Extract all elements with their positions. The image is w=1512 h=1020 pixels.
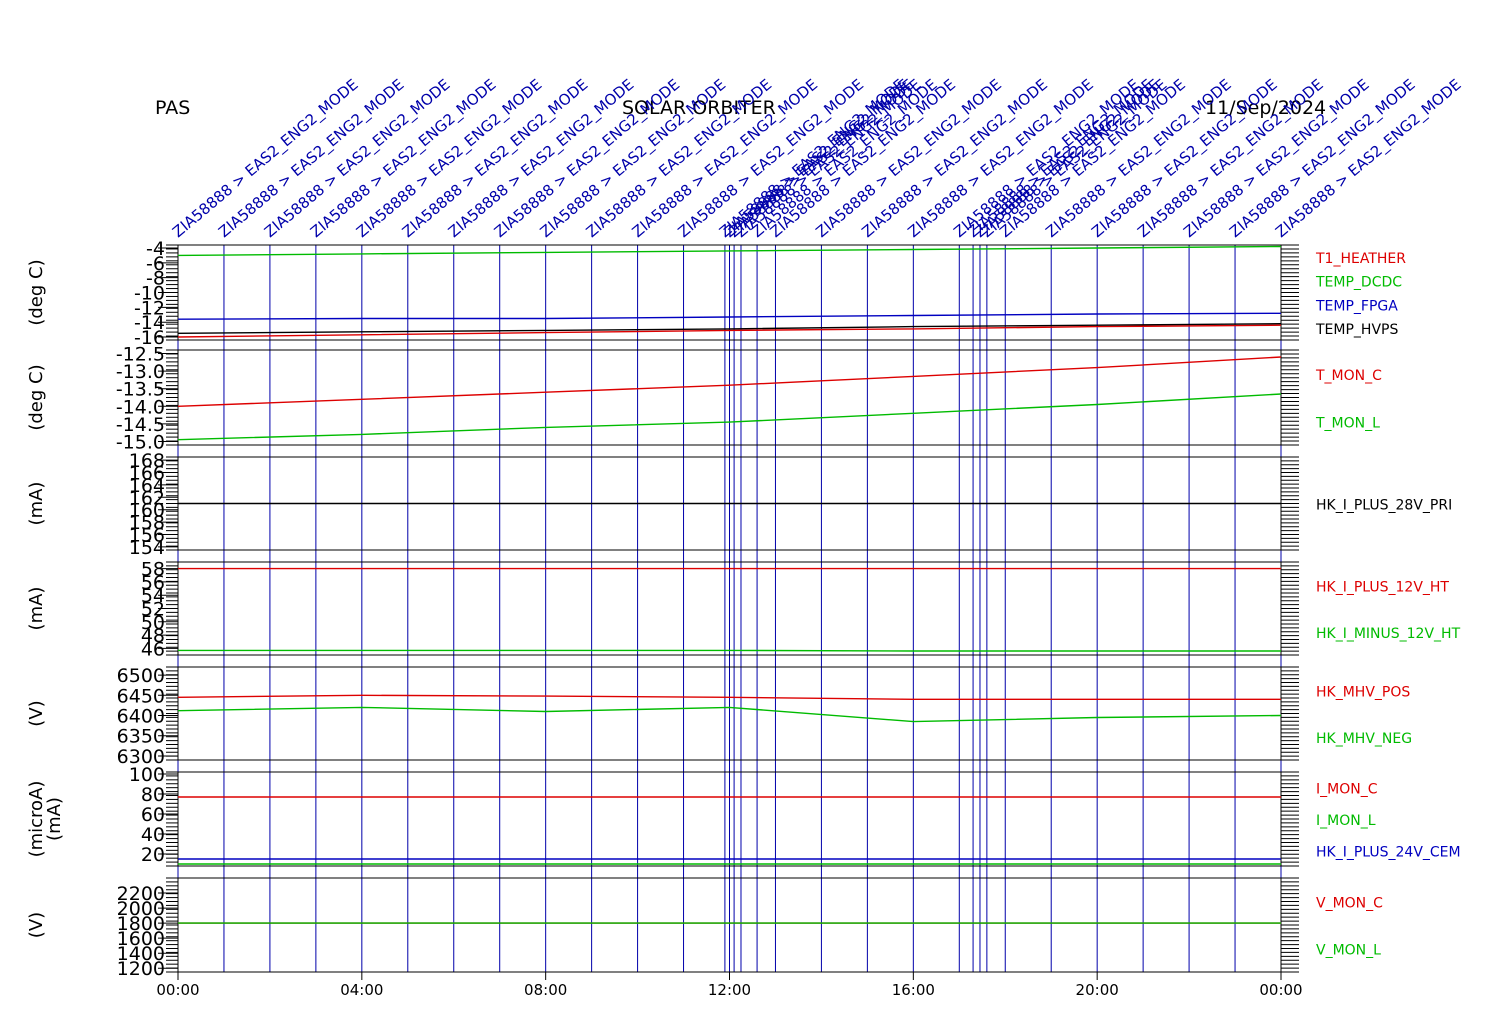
series-line	[177, 323, 1282, 334]
y-tick-label: 60	[141, 804, 165, 826]
panel-1: -4-6-8-10-12-14-16 (deg C) T1_HEATHER TEMP_…	[26, 238, 1406, 349]
y-tick-label: 158	[129, 512, 165, 534]
y-tick-label: -13.0	[116, 361, 165, 383]
series-line	[177, 393, 1282, 441]
x-tick-label: 00:00	[1259, 981, 1302, 999]
series-line	[177, 356, 1282, 407]
y-tick-label: 160	[129, 500, 165, 522]
series-line	[177, 706, 1282, 723]
y-tick-label: 6450	[117, 685, 165, 707]
y-tick-label: 48	[141, 625, 165, 647]
y-tick-label: -14.0	[116, 396, 165, 418]
x-tick-label: 00:00	[156, 981, 199, 999]
y-tick-label: 1200	[117, 958, 165, 980]
legend-entry: V_MON_C	[1316, 896, 1383, 912]
y-tick-label: 164	[129, 475, 165, 497]
panel-2: -12.5-13.0-13.5-14.0-14.5-15.0 (deg C) T_M…	[26, 344, 1382, 454]
series-line	[177, 245, 1282, 257]
series-line	[177, 312, 1282, 320]
y-axis-label-secondary: (mA)	[44, 797, 65, 841]
x-tick-label: 04:00	[340, 981, 383, 999]
legend-entry: T_MON_L	[1315, 415, 1380, 431]
legend-entry: HK_MHV_NEG	[1316, 731, 1412, 747]
y-tick-label: -8	[146, 268, 165, 290]
x-tick-label: 16:00	[892, 981, 935, 999]
x-tick-label: 20:00	[1076, 981, 1119, 999]
y-tick-label: 1600	[117, 928, 165, 950]
legend-entry: TEMP_DCDC	[1315, 275, 1402, 291]
legend-entry: T_MON_C	[1315, 368, 1382, 384]
legend-entry: HK_I_PLUS_12V_HT	[1316, 579, 1449, 595]
y-tick-label: 6400	[117, 706, 165, 728]
series-line	[178, 649, 1281, 652]
y-axis-label: (mA)	[26, 587, 47, 631]
y-tick-label: -15.0	[116, 431, 165, 453]
y-tick-label: 156	[129, 525, 165, 547]
y-tick-label: -6	[146, 253, 165, 275]
y-tick-label: 50	[141, 612, 165, 634]
header-date: 11/Sep/2024	[1205, 97, 1327, 119]
y-axis-label: (V)	[26, 912, 47, 938]
y-axis-label: (mA)	[26, 482, 47, 526]
y-tick-label: 2000	[117, 898, 165, 920]
series-line	[177, 324, 1282, 338]
legend-entry: TEMP_HVPS	[1315, 322, 1398, 338]
y-tick-label: -16	[134, 327, 165, 349]
y-tick-label: 40	[141, 824, 165, 846]
header-instrument: PAS	[155, 97, 191, 119]
y-tick-label: -12	[134, 297, 165, 319]
y-axis-label: (deg C)	[26, 259, 47, 325]
y-tick-label: 168	[129, 450, 165, 472]
y-tick-label: 6500	[117, 665, 165, 687]
y-tick-label: 6350	[117, 726, 165, 748]
legend-entry: I_MON_C	[1316, 782, 1378, 798]
x-tick-label: 12:00	[708, 981, 751, 999]
legend-entry: I_MON_L	[1316, 813, 1376, 829]
legend-entry: HK_I_PLUS_24V_CEM	[1316, 844, 1461, 860]
y-tick-label: -10	[134, 283, 165, 305]
y-tick-label: 46	[141, 638, 165, 660]
y-tick-label: -13.5	[116, 379, 165, 401]
y-tick-label: 2200	[117, 883, 165, 905]
y-tick-label: -12.5	[116, 344, 165, 366]
legend-entry: V_MON_L	[1316, 943, 1381, 959]
y-tick-label: 100	[129, 764, 165, 786]
y-axis-label: (V)	[26, 700, 47, 726]
y-tick-label: 1800	[117, 913, 165, 935]
y-tick-label: 56	[141, 572, 165, 594]
legend-entry: T1_HEATHER	[1315, 251, 1406, 267]
y-tick-label: 58	[141, 559, 165, 581]
y-tick-label: 54	[141, 585, 165, 607]
y-tick-label: 166	[129, 463, 165, 485]
y-tick-label: 80	[141, 784, 165, 806]
y-tick-label: -14.5	[116, 414, 165, 436]
series-line	[177, 694, 1281, 700]
header-mission: SOLAR ORBITER	[622, 97, 776, 119]
legend-entry: TEMP_FPGA	[1315, 298, 1398, 314]
y-axis-label: (microA)	[26, 781, 47, 858]
y-tick-label: 20	[141, 844, 165, 866]
y-tick-label: -4	[146, 238, 165, 260]
y-tick-label: 154	[129, 537, 165, 559]
y-tick-label: 162	[129, 487, 165, 509]
legend-entry: HK_MHV_POS	[1316, 684, 1410, 700]
y-tick-label: 1400	[117, 943, 165, 965]
legend-entry: HK_I_PLUS_28V_PRI	[1316, 498, 1452, 514]
y-tick-label: 52	[141, 599, 165, 621]
y-tick-label: -14	[134, 312, 165, 334]
x-axis: 00:00 04:00 08:00 12:00 16:00 20:00 00:00	[156, 972, 1303, 999]
y-tick-label: 6300	[117, 746, 165, 768]
x-tick-label: 08:00	[524, 981, 567, 999]
legend-entry: HK_I_MINUS_12V_HT	[1316, 626, 1461, 642]
y-axis-label: (deg C)	[26, 364, 47, 430]
